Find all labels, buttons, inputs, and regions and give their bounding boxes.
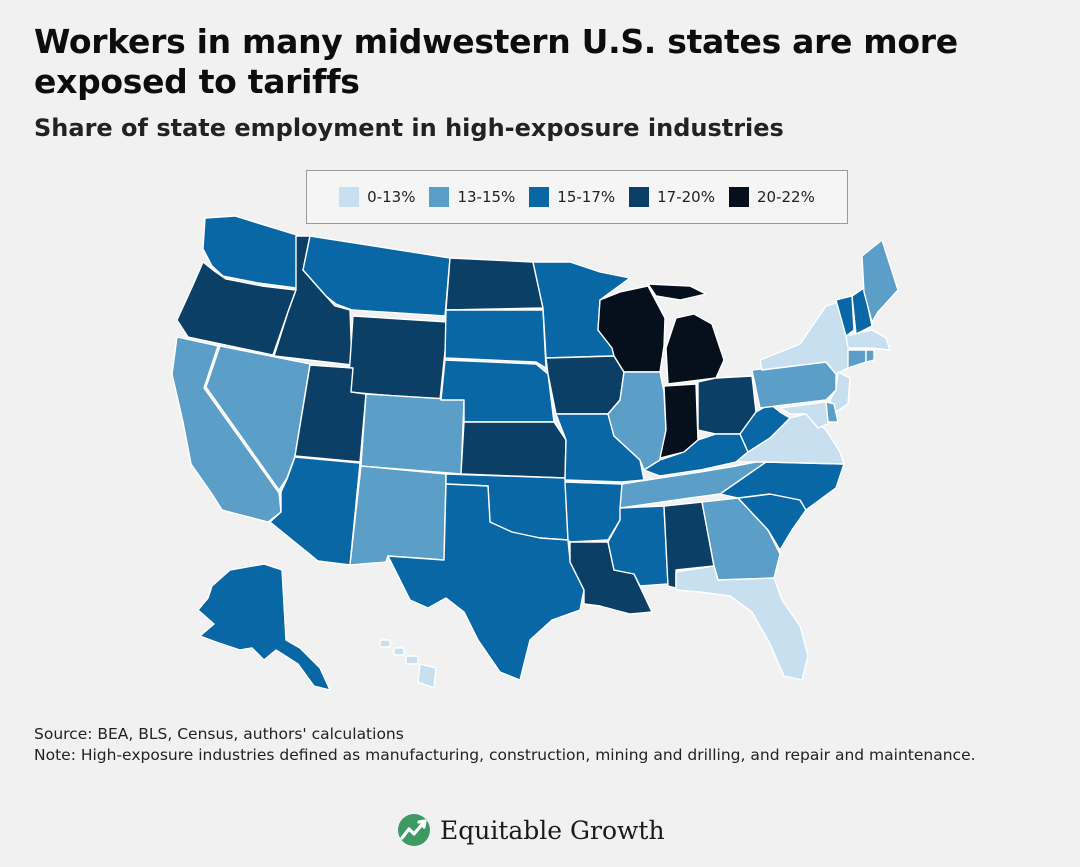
legend-item-4: 20-22% bbox=[728, 187, 815, 207]
state-NY[interactable] bbox=[759, 299, 851, 375]
brand-name: Equitable Growth bbox=[440, 815, 665, 845]
note-line: Note: High-exposure industries defined a… bbox=[34, 746, 976, 764]
state-KS[interactable] bbox=[460, 421, 567, 479]
legend-swatch-2 bbox=[529, 187, 550, 207]
legend-swatch-0 bbox=[339, 187, 360, 207]
state-FL[interactable] bbox=[675, 565, 809, 681]
legend-swatch-1 bbox=[429, 187, 450, 207]
legend-label-2: 15-17% bbox=[557, 188, 616, 206]
chart-title: Workers in many midwestern U.S. states a… bbox=[34, 22, 958, 101]
legend: 0-13% 13-15% 15-17% 17-20% 20-22% bbox=[306, 170, 848, 224]
legend-item-1: 13-15% bbox=[429, 187, 515, 207]
state-WV[interactable] bbox=[739, 403, 791, 453]
state-CO[interactable] bbox=[360, 393, 465, 475]
state-CA[interactable] bbox=[171, 336, 282, 523]
state-RI[interactable] bbox=[865, 349, 875, 363]
state-MA[interactable] bbox=[845, 329, 891, 351]
state-ND[interactable] bbox=[445, 257, 544, 311]
legend-label-1: 13-15% bbox=[457, 188, 516, 206]
brand-logo: Equitable Growth bbox=[396, 812, 665, 848]
state-ME[interactable] bbox=[861, 239, 899, 323]
legend-item-3: 17-20% bbox=[629, 187, 715, 207]
state-IA[interactable] bbox=[545, 355, 625, 415]
state-WY[interactable] bbox=[347, 315, 449, 401]
legend-swatch-3 bbox=[629, 187, 650, 207]
source-notes: Source: BEA, BLS, Census, authors' calcu… bbox=[34, 724, 1044, 766]
legend-label-0: 0-13% bbox=[367, 188, 416, 206]
legend-item-2: 15-17% bbox=[529, 187, 615, 207]
state-NH[interactable] bbox=[851, 287, 873, 335]
legend-item-0: 0-13% bbox=[339, 187, 415, 207]
state-AK[interactable] bbox=[197, 563, 331, 691]
legend-label-4: 20-22% bbox=[756, 188, 815, 206]
state-MI[interactable] bbox=[647, 283, 725, 385]
state-MD[interactable] bbox=[779, 401, 829, 429]
legend-swatch-4 bbox=[728, 187, 749, 207]
legend-label-3: 17-20% bbox=[657, 188, 715, 206]
state-SD[interactable] bbox=[444, 309, 547, 369]
state-VT[interactable] bbox=[835, 295, 855, 337]
state-WA[interactable] bbox=[202, 215, 301, 289]
state-HI[interactable] bbox=[379, 639, 437, 689]
state-AZ[interactable] bbox=[269, 456, 361, 566]
state-NM[interactable] bbox=[349, 465, 447, 566]
source-line: Source: BEA, BLS, Census, authors' calcu… bbox=[34, 725, 404, 743]
chart-subtitle: Share of state employment in high-exposu… bbox=[34, 114, 784, 142]
state-CT[interactable] bbox=[847, 349, 867, 369]
state-TX[interactable] bbox=[387, 483, 585, 681]
growth-leaf-icon bbox=[398, 814, 430, 846]
